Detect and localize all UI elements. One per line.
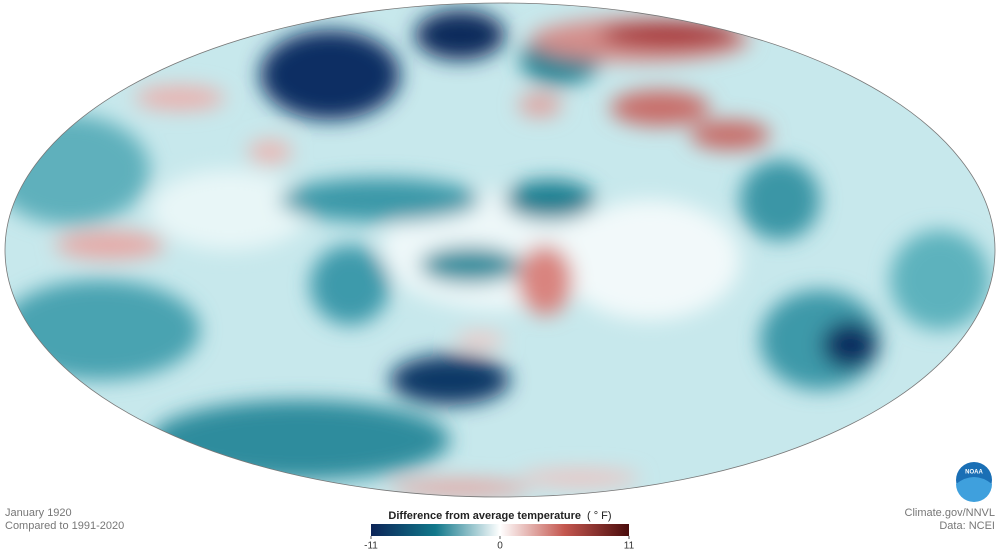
source: Climate.gov/NNVL xyxy=(905,507,995,519)
legend-unit: ( ° F) xyxy=(587,510,612,522)
data-credit: Data: NCEI xyxy=(939,520,995,532)
logo-text: NOAA xyxy=(965,470,983,476)
color-bar xyxy=(371,524,629,536)
tick-label: 11 xyxy=(624,541,635,552)
color-bar-ticks: -11 0 11 xyxy=(364,536,635,552)
tick-label: -11 xyxy=(364,541,378,552)
tick-label: 0 xyxy=(497,541,503,552)
legend-title-text: Difference from average temperature xyxy=(388,510,581,522)
baseline: Compared to 1991-2020 xyxy=(5,520,124,532)
logo: NOAA xyxy=(956,462,992,502)
legend-title: Difference from average temperature ( ° F… xyxy=(388,510,611,522)
date: January 1920 xyxy=(5,507,72,519)
globe-outline xyxy=(4,2,996,498)
